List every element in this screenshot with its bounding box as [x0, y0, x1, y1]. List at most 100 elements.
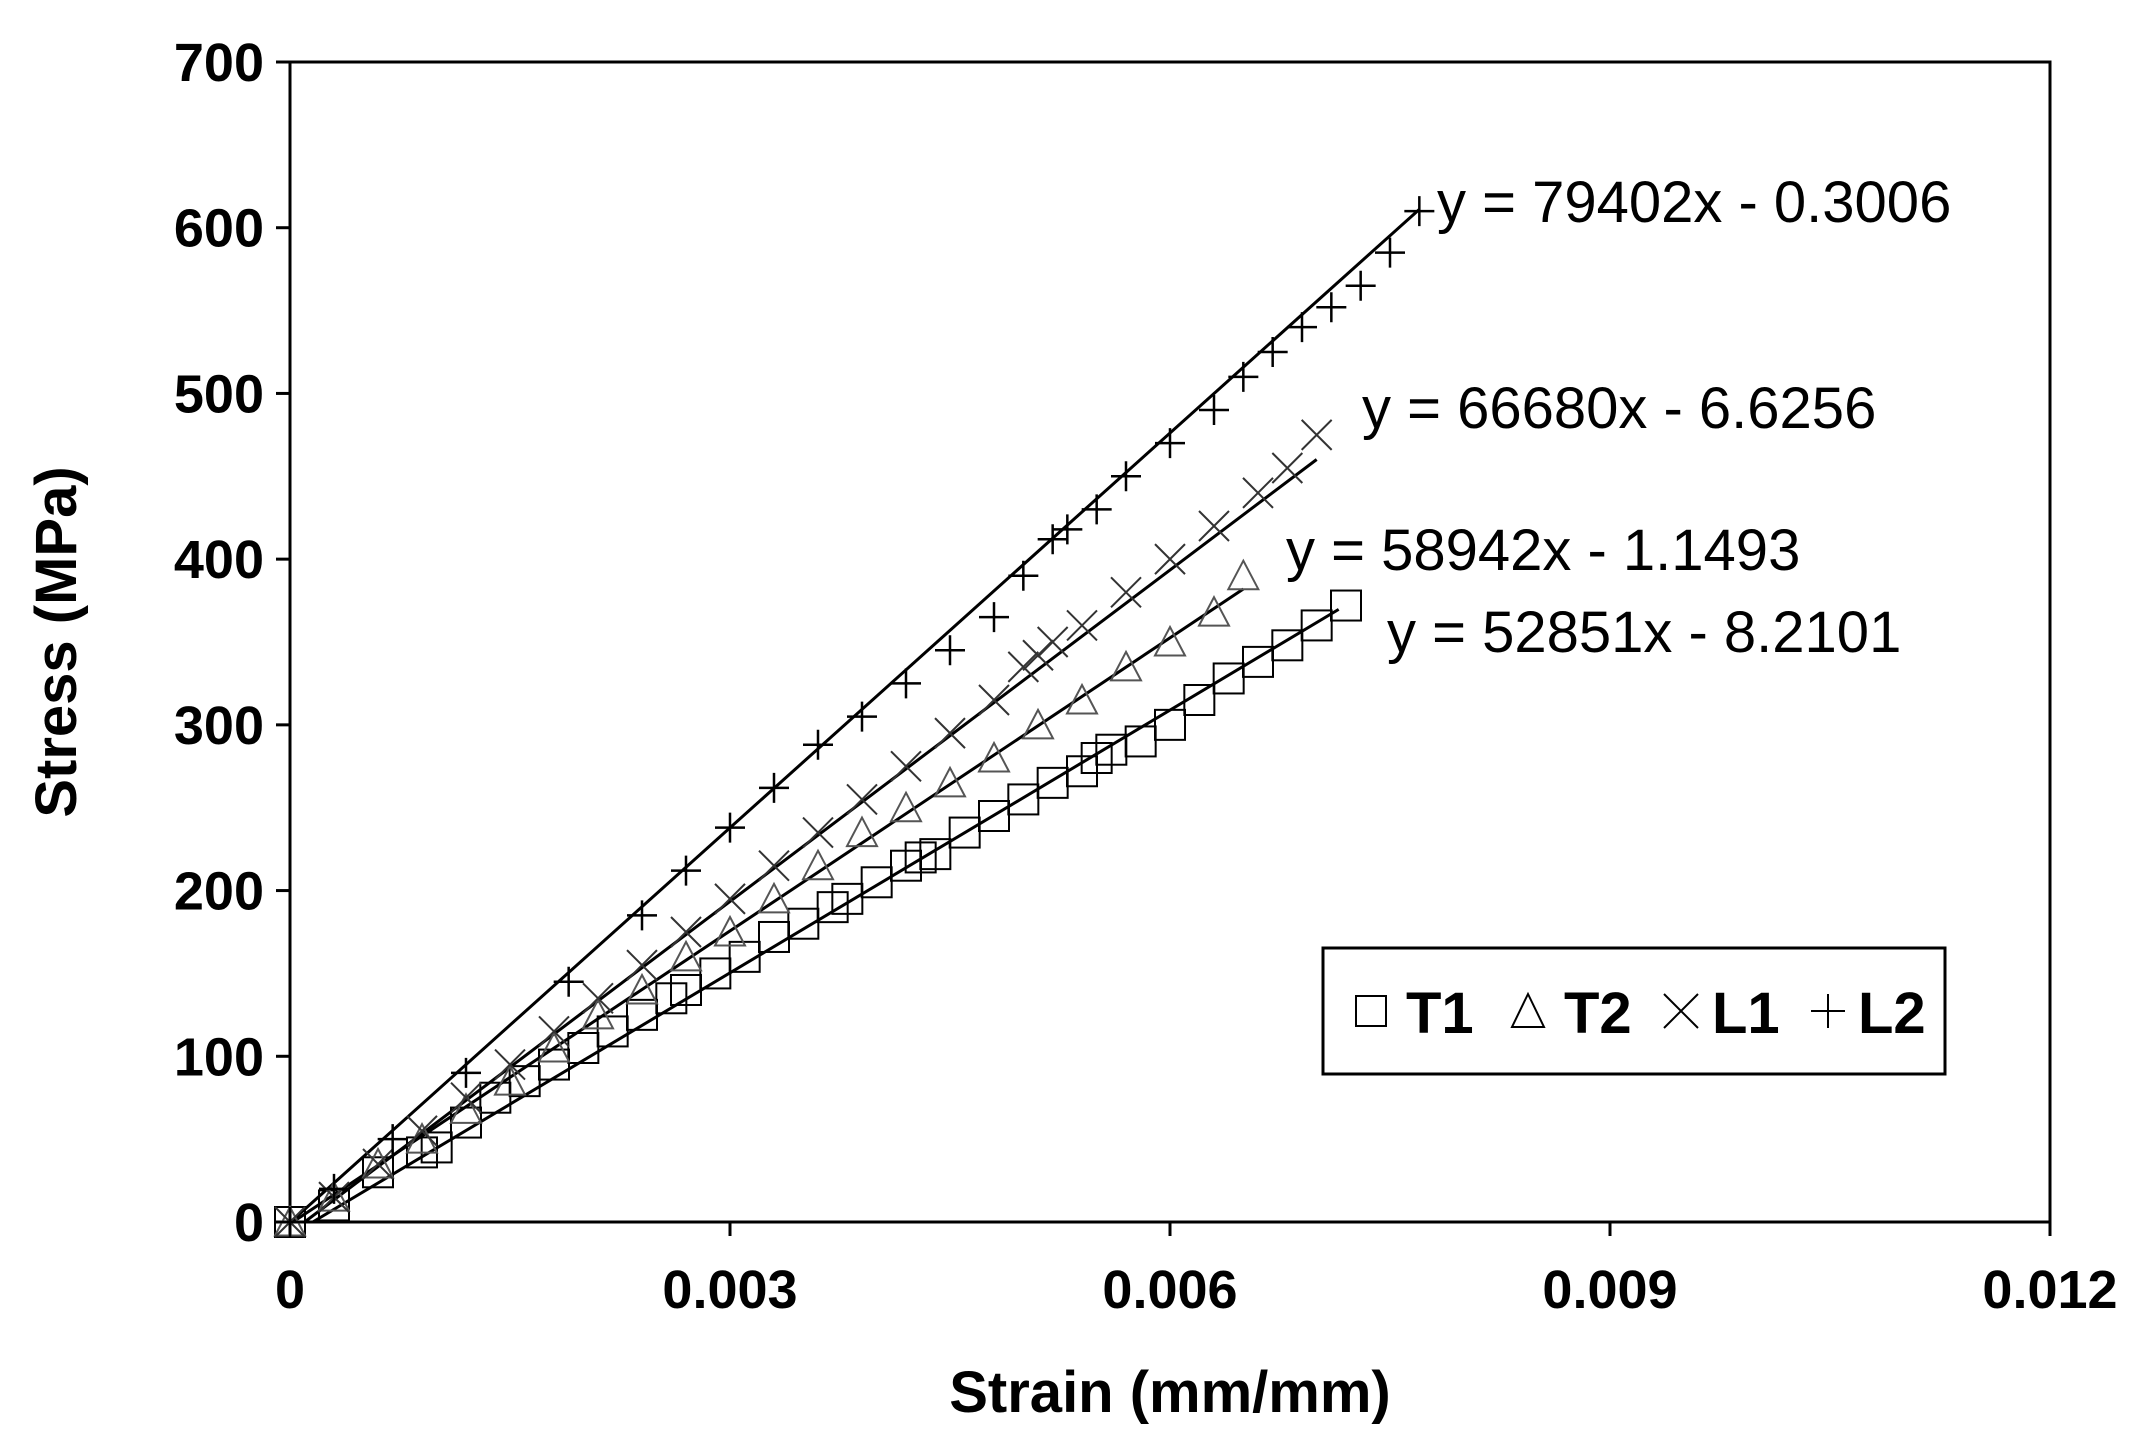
point-l2: [1404, 196, 1435, 227]
point-t2: [845, 815, 879, 848]
equation-t2: y = 58942x - 1.1493: [1286, 518, 1800, 583]
y-tick-label: 400: [174, 530, 264, 590]
point-t2: [1021, 707, 1055, 740]
equation-t1: y = 52851x - 8.2101: [1387, 600, 1901, 665]
point-l1: [714, 883, 746, 915]
point-t2: [669, 939, 703, 972]
point-l1: [1198, 510, 1230, 542]
point-l2: [1257, 337, 1288, 367]
legend-label-l1: L1: [1712, 981, 1780, 1046]
point-t1: [1212, 662, 1245, 695]
point-l2: [759, 772, 789, 803]
point-l2: [891, 668, 921, 699]
legend: T1 T2 L1 L2: [1321, 946, 1947, 1076]
point-t1: [626, 998, 658, 1031]
point-l1: [758, 850, 790, 882]
point-l1: [934, 717, 966, 749]
point-l1: [362, 1148, 394, 1180]
point-t1: [948, 816, 981, 849]
x-tick-label: 0.009: [1542, 1260, 1677, 1320]
point-t2: [449, 1092, 483, 1124]
legend-marker-l2: [1811, 994, 1845, 1028]
point-t2: [1153, 624, 1187, 657]
point-t1: [670, 974, 702, 1006]
point-t1: [1271, 629, 1304, 662]
point-l2: [715, 812, 745, 843]
trendline-t1: [312, 608, 1340, 1224]
x-tick-label: 0.012: [1982, 1260, 2117, 1320]
point-t1: [1183, 684, 1216, 716]
point-t2: [889, 790, 923, 823]
point-l2: [1008, 560, 1039, 591]
point-t1: [919, 838, 952, 871]
point-l1: [1110, 576, 1142, 608]
point-l2: [627, 900, 657, 931]
point-l2: [1052, 514, 1083, 545]
point-l1: [1242, 477, 1274, 509]
point-t1: [1330, 589, 1362, 622]
point-t1: [479, 1081, 512, 1114]
point-l1: [670, 916, 702, 948]
point-t2: [801, 848, 835, 881]
point-t1: [508, 1065, 541, 1098]
legend-marker-t2: [1510, 991, 1546, 1028]
y-axis-label: Stress (MPa): [24, 466, 89, 817]
point-l1: [1066, 609, 1098, 642]
point-t2: [625, 972, 659, 1005]
y-tick-label: 500: [174, 364, 264, 424]
point-l1: [1007, 651, 1040, 683]
point-t2: [713, 914, 747, 947]
point-l1: [1154, 543, 1186, 575]
point-t1: [362, 1156, 394, 1189]
y-tick-label: 0: [234, 1193, 264, 1253]
point-l1: [494, 1048, 526, 1081]
axis-ticks: 0 100 200 300 400 500 600 700 0 0.003 0.006 0.009 0.…: [174, 33, 2118, 1320]
point-t2: [581, 997, 615, 1030]
point-t2: [361, 1146, 395, 1179]
point-l2: [1228, 361, 1259, 392]
point-t1: [831, 882, 864, 915]
point-l2: [319, 1173, 349, 1204]
point-l2: [1287, 312, 1317, 343]
point-l1: [1300, 419, 1333, 451]
point-t2: [493, 1063, 527, 1096]
point-l1: [450, 1082, 482, 1114]
point-l2: [1199, 395, 1229, 425]
point-l1: [802, 816, 834, 849]
point-l1: [582, 982, 614, 1014]
point-t2: [977, 740, 1011, 773]
point-l1: [846, 783, 878, 816]
legend-marker-t1: [1355, 995, 1387, 1027]
point-l2: [979, 602, 1009, 633]
data-markers: [273, 196, 1435, 1238]
point-t2: [1226, 558, 1260, 591]
legend-label-t2: T2: [1564, 981, 1632, 1046]
point-t2: [317, 1179, 351, 1212]
point-l2: [1155, 428, 1185, 459]
point-t1: [699, 957, 732, 990]
point-l2: [1316, 292, 1347, 323]
point-l1: [978, 684, 1010, 716]
point-l2: [553, 966, 584, 997]
point-l2: [275, 1207, 305, 1237]
point-t1: [787, 907, 820, 940]
legend-label-t1: T1: [1406, 981, 1474, 1046]
x-tick-label: 0.006: [1102, 1260, 1237, 1320]
equation-l1: y = 66680x - 6.6256: [1362, 376, 1876, 441]
legend-label-l2: L2: [1858, 981, 1926, 1046]
point-t1: [1300, 609, 1333, 642]
point-l1: [406, 1115, 438, 1147]
point-l2: [1345, 270, 1376, 301]
point-l1: [626, 949, 658, 981]
point-l2: [847, 701, 877, 732]
point-t1: [1154, 708, 1186, 741]
x-tick-label: 0: [275, 1260, 305, 1320]
point-t1: [1124, 725, 1157, 758]
y-tick-label: 200: [174, 862, 264, 922]
point-l2: [377, 1124, 408, 1155]
y-tick-label: 100: [174, 1027, 264, 1087]
point-t1: [978, 800, 1010, 832]
point-t2: [1109, 649, 1143, 682]
point-t2: [537, 1030, 571, 1063]
